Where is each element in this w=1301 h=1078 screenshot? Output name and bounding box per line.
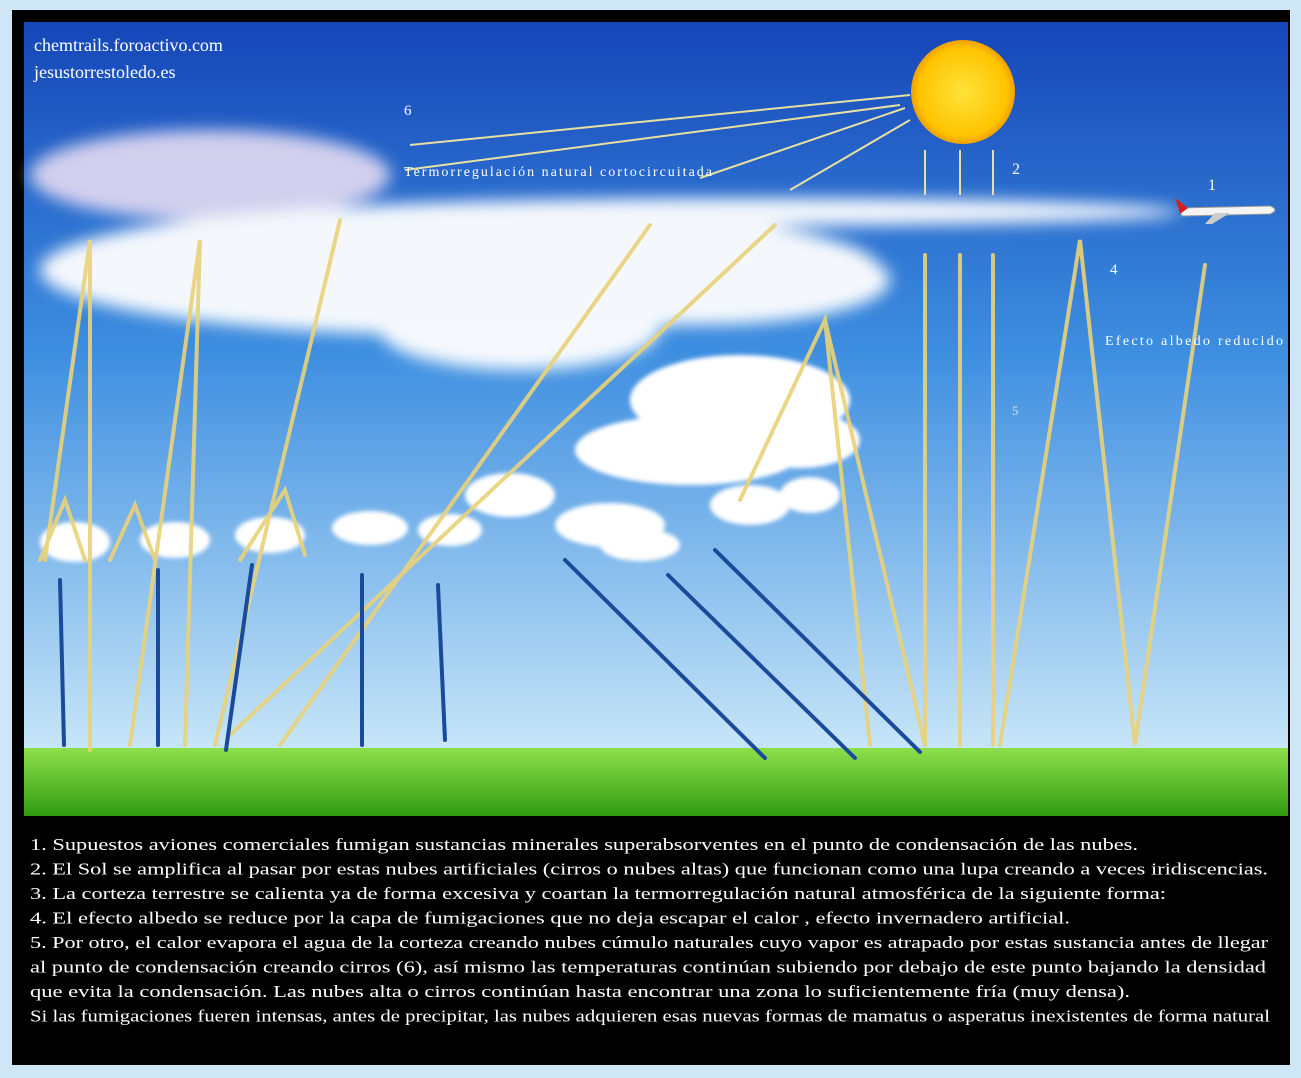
label: 2 — [1012, 161, 1020, 178]
caption-line: 2. El Sol se amplifica al pasar por esta… — [30, 860, 1268, 879]
illustration: chemtrails.foroactivo.com jesustorrestol… — [0, 0, 1301, 1078]
watermark: jesustorrestoledo.es — [33, 62, 175, 82]
label: Efecto albedo reducido — [1105, 334, 1283, 349]
caption-line: Si las fumigaciones fueren intensas, ant… — [30, 1007, 1270, 1026]
label: 6 — [404, 103, 412, 119]
ground — [24, 748, 1288, 816]
caption-line: 5. Por otro, el calor evapora el agua de… — [30, 933, 1268, 952]
caption-line: 3. La corteza terrestre se calienta ya d… — [30, 884, 1166, 903]
caption-line: que evita la condensación. Las nubes alt… — [30, 982, 1130, 1001]
page: chemtrails.foroactivo.com jesustorrestol… — [0, 0, 1301, 1078]
caption-line: 4. El efecto albedo se reduce por la cap… — [30, 909, 1070, 928]
label: 5 — [1012, 403, 1019, 418]
sun — [911, 40, 1015, 144]
caption-line: 1. Supuestos aviones comerciales fumigan… — [30, 835, 1138, 854]
watermark: chemtrails.foroactivo.com — [34, 35, 223, 55]
label: 4 — [1110, 262, 1118, 278]
caption-line: al punto de condensación creando cirros … — [30, 958, 1267, 977]
label: 1 — [1208, 177, 1216, 194]
